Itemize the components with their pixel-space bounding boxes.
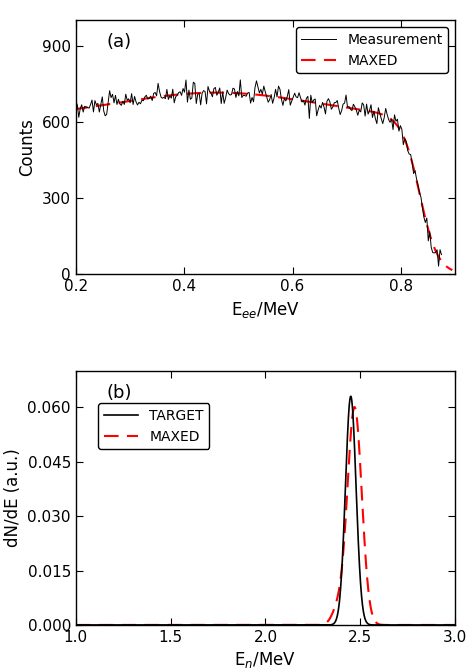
Measurement [133, 98, 139, 106]
MAXED [168, 91, 173, 99]
Legend: Measurement, MAXED: Measurement, MAXED [296, 27, 448, 73]
Y-axis label: dN/dE (a.u.): dN/dE (a.u.) [4, 448, 22, 547]
Measurement [286, 85, 292, 93]
MAXED [294, 96, 300, 104]
MAXED [356, 106, 362, 114]
Line: MAXED: MAXED [73, 93, 452, 270]
Measurement [426, 237, 431, 245]
MAXED [404, 621, 410, 629]
X-axis label: E$_{ee}$/MeV: E$_{ee}$/MeV [231, 300, 300, 320]
Measurement [73, 97, 79, 106]
TARGET [235, 621, 240, 629]
TARGET [73, 621, 79, 629]
MAXED [137, 95, 143, 103]
MAXED [324, 101, 330, 109]
MAXED [449, 266, 455, 274]
X-axis label: E$_n$/MeV: E$_n$/MeV [235, 650, 296, 671]
MAXED [73, 621, 79, 629]
Measurement [220, 88, 226, 96]
TARGET [452, 621, 458, 629]
MAXED [214, 89, 219, 97]
Measurement [436, 262, 441, 270]
MAXED [219, 621, 224, 629]
MAXED [235, 621, 240, 629]
MAXED [452, 621, 458, 629]
TARGET [219, 621, 224, 629]
TARGET [348, 392, 354, 401]
Line: MAXED: MAXED [76, 407, 455, 625]
MAXED [70, 106, 76, 114]
TARGET [445, 621, 451, 629]
TARGET [139, 621, 145, 629]
Line: TARGET: TARGET [76, 396, 455, 625]
MAXED [352, 403, 357, 411]
Measurement [327, 98, 333, 106]
Line: Measurement: Measurement [76, 80, 441, 266]
TARGET [116, 621, 122, 629]
MAXED [445, 621, 451, 629]
Measurement [237, 76, 243, 84]
Text: (b): (b) [106, 384, 132, 402]
Legend: TARGET, MAXED: TARGET, MAXED [98, 403, 210, 450]
Text: (a): (a) [106, 33, 131, 51]
Measurement [438, 251, 444, 259]
TARGET [404, 621, 410, 629]
MAXED [243, 89, 248, 97]
MAXED [116, 621, 122, 629]
Measurement [224, 86, 230, 94]
MAXED [139, 621, 145, 629]
Y-axis label: Counts: Counts [18, 118, 36, 176]
